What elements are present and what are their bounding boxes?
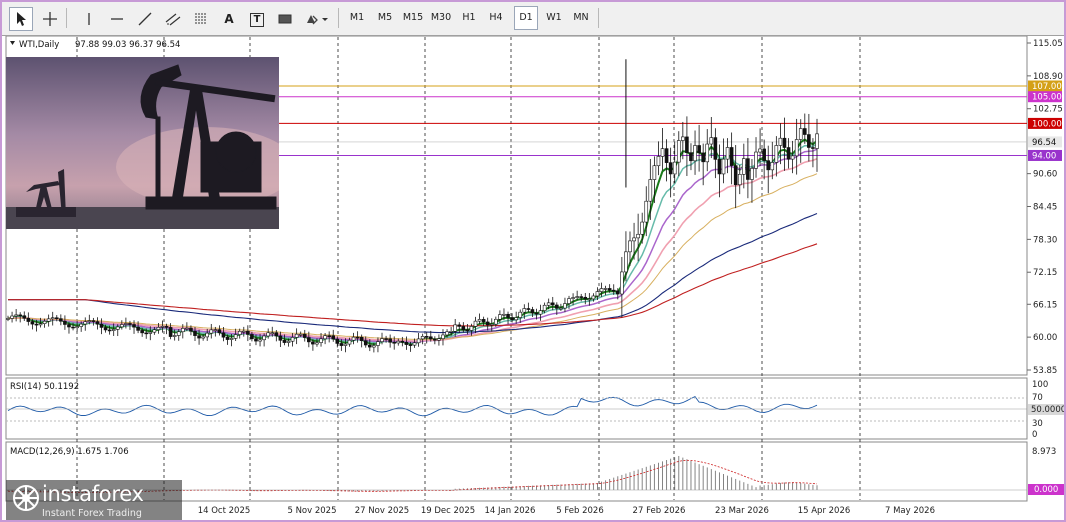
rsi-label: RSI(14) 50.1192: [10, 382, 79, 392]
macd-zero-value: 0.000: [1034, 485, 1058, 495]
timeframe-d1[interactable]: D1: [514, 6, 538, 30]
price-tag: [1028, 149, 1062, 161]
cursor-icon: [17, 12, 26, 26]
text-label-tool[interactable]: T: [246, 7, 268, 31]
shapes-icon: [307, 15, 328, 25]
date-tick: 14 Oct 2025: [198, 506, 251, 516]
price-tag-label: 96.54: [1032, 138, 1056, 148]
date-axis: 14 Oct 2025 5 Nov 2025 27 Nov 2025 19 Dec 2…: [198, 506, 935, 516]
date-tick: 27 Nov 2025: [355, 506, 409, 516]
price-tick: 60.00: [1033, 333, 1057, 343]
price-tag-label: 107.00: [1032, 82, 1062, 92]
price-tag: [1028, 136, 1062, 148]
dropdown-triangle-icon[interactable]: [10, 41, 15, 45]
horizontal-line-icon: [111, 18, 123, 20]
price-tick: 84.45: [1033, 203, 1057, 213]
date-tick: 5 Nov 2025: [287, 506, 336, 516]
vertical-gridlines: [76, 37, 861, 500]
date-tick: 27 Feb 2026: [633, 506, 686, 516]
timeframe-mn[interactable]: MN: [573, 12, 589, 23]
price-tag-label: 100.00: [1032, 119, 1062, 129]
crosshair-icon: [43, 12, 57, 26]
rsi-current-value: 50.0000: [1031, 405, 1064, 415]
price-tag-label: 94.00: [1032, 151, 1056, 161]
fibonacci-icon: [195, 13, 207, 24]
oil-pumpjack-photo: [6, 57, 279, 229]
price-axis: 115.05 108.90 102.75 90.60 84.45 78.30 72.15 66…: [1027, 39, 1063, 376]
vertical-line-icon: [88, 13, 90, 25]
horizontal-line-tool[interactable]: [106, 7, 128, 31]
date-tick: 5 Feb 2026: [556, 506, 604, 516]
price-tick: 108.90: [1033, 72, 1063, 82]
macd-tick-top: 8.973: [1032, 447, 1056, 457]
timeframe-w1[interactable]: W1: [546, 12, 562, 23]
price-tick: 53.85: [1033, 366, 1057, 376]
timeframe-m5[interactable]: M5: [377, 12, 393, 23]
rsi-tick-70: 70: [1032, 393, 1043, 403]
cursor-tool[interactable]: [9, 7, 33, 31]
timeframe-m1[interactable]: M1: [349, 12, 365, 23]
date-tick: 7 May 2026: [885, 506, 935, 516]
logo-subtext: Instant Forex Trading: [42, 508, 142, 519]
price-tick: 102.75: [1033, 105, 1063, 115]
price-tag: [1028, 117, 1062, 129]
text-label-icon: T: [250, 13, 264, 27]
vertical-line-tool[interactable]: [78, 7, 100, 31]
candlesticks: [6, 59, 819, 353]
date-tick: 23 Mar 2026: [715, 506, 769, 516]
price-tick: 90.60: [1033, 170, 1057, 180]
rsi-tick-0: 0: [1032, 430, 1037, 440]
price-tag: [1028, 80, 1062, 92]
rectangle-icon: [278, 14, 292, 24]
macd-zero-tag: [1028, 484, 1064, 495]
price-tag: [1028, 91, 1062, 103]
price-tick: 78.30: [1033, 235, 1057, 245]
date-tick: 14 Jan 2026: [485, 506, 536, 516]
trendline-tool[interactable]: [134, 7, 156, 31]
price-tick: 66.15: [1033, 300, 1057, 310]
price-tick: 115.05: [1033, 39, 1063, 49]
timeframe-m15[interactable]: M15: [402, 12, 424, 23]
timeframe-m30[interactable]: M30: [430, 12, 452, 23]
timeframe-h1[interactable]: H1: [462, 12, 476, 23]
symbol-label: WTI,Daily: [19, 40, 59, 50]
timeframe-h4[interactable]: H4: [489, 12, 503, 23]
instaforex-logo: instaforex Instant Forex Trading: [6, 480, 182, 520]
chart-area[interactable]: 115.05 108.90 102.75 90.60 84.45 78.30 72.15 66…: [2, 36, 1064, 520]
rsi-current-tag: [1028, 404, 1064, 415]
fibonacci-tool[interactable]: [190, 7, 212, 31]
logo-text: instaforex: [42, 482, 144, 506]
ohlc-readout: 97.88 99.03 96.37 96.54: [75, 40, 180, 50]
date-tick: 19 Dec 2025: [421, 506, 475, 516]
price-tag-label: 105.00: [1032, 93, 1062, 103]
shapes-menu[interactable]: [302, 7, 332, 31]
date-tick: 15 Apr 2026: [798, 506, 851, 516]
equidistant-channel-tool[interactable]: [162, 7, 184, 31]
price-tick: 72.15: [1033, 268, 1057, 278]
macd-label: MACD(12,26,9) 1.675 1.706: [10, 447, 129, 457]
crosshair-tool[interactable]: [38, 7, 62, 31]
channel-icon: [165, 13, 181, 26]
rsi-pane[interactable]: [5, 377, 1028, 440]
rsi-tick-30: 30: [1032, 419, 1043, 429]
text-tool[interactable]: A: [224, 12, 234, 26]
instaforex-logo-icon: [13, 485, 39, 511]
rsi-tick-100: 100: [1032, 380, 1048, 390]
moving-averages: [7, 138, 818, 346]
trendline-icon: [138, 12, 152, 26]
rectangle-tool[interactable]: [274, 7, 296, 31]
toolbar: A T M1 M5 M15 M30 H1 H4 D1 W1 MN: [2, 2, 1064, 36]
rsi-line: [7, 396, 818, 417]
